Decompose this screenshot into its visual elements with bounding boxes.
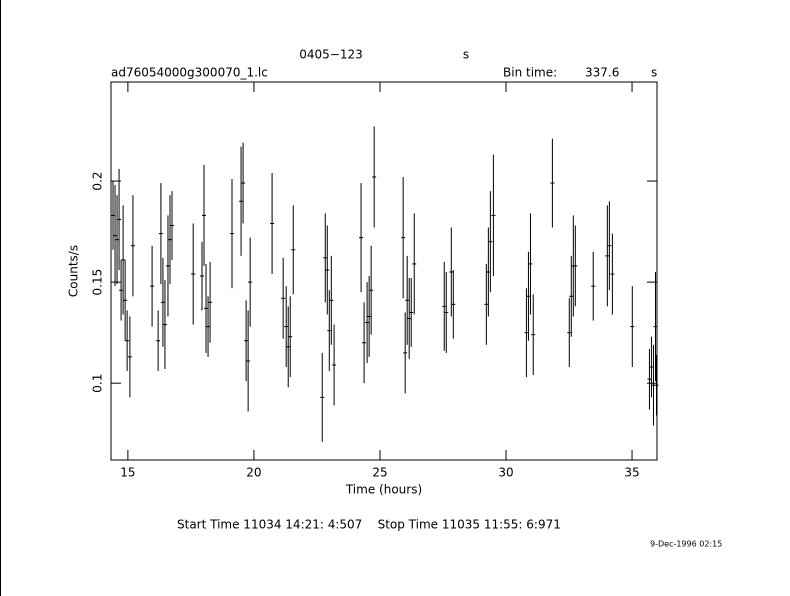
date-stamp: 9-Dec-1996 02:15 — [650, 540, 722, 549]
file-name: ad76054000g300070_1.lc — [111, 66, 268, 80]
x-axis-label: Time (hours) — [345, 483, 422, 497]
x-tick-label: 25 — [372, 466, 387, 480]
x-tick-label: 15 — [120, 466, 135, 480]
x-tick-label: 30 — [498, 466, 513, 480]
x-tick-label: 35 — [624, 466, 639, 480]
x-tick-label: 20 — [246, 466, 261, 480]
chart-title: 0405−123 — [299, 48, 363, 62]
y-tick-label: 0.2 — [91, 172, 105, 191]
title-unit: s — [463, 48, 469, 62]
start-stop-time: Start Time 11034 14:21: 4:507 Stop Time … — [177, 518, 561, 532]
y-tick-label: 0.15 — [91, 269, 105, 296]
plot-frame — [110, 81, 658, 461]
y-tick-label: 0.1 — [91, 374, 105, 393]
bin-time: 337.6 — [585, 66, 619, 80]
y-axis-label: Counts/s — [67, 245, 81, 297]
bin-time-label: Bin time: — [503, 66, 557, 80]
bin-time-unit: s — [651, 66, 657, 80]
